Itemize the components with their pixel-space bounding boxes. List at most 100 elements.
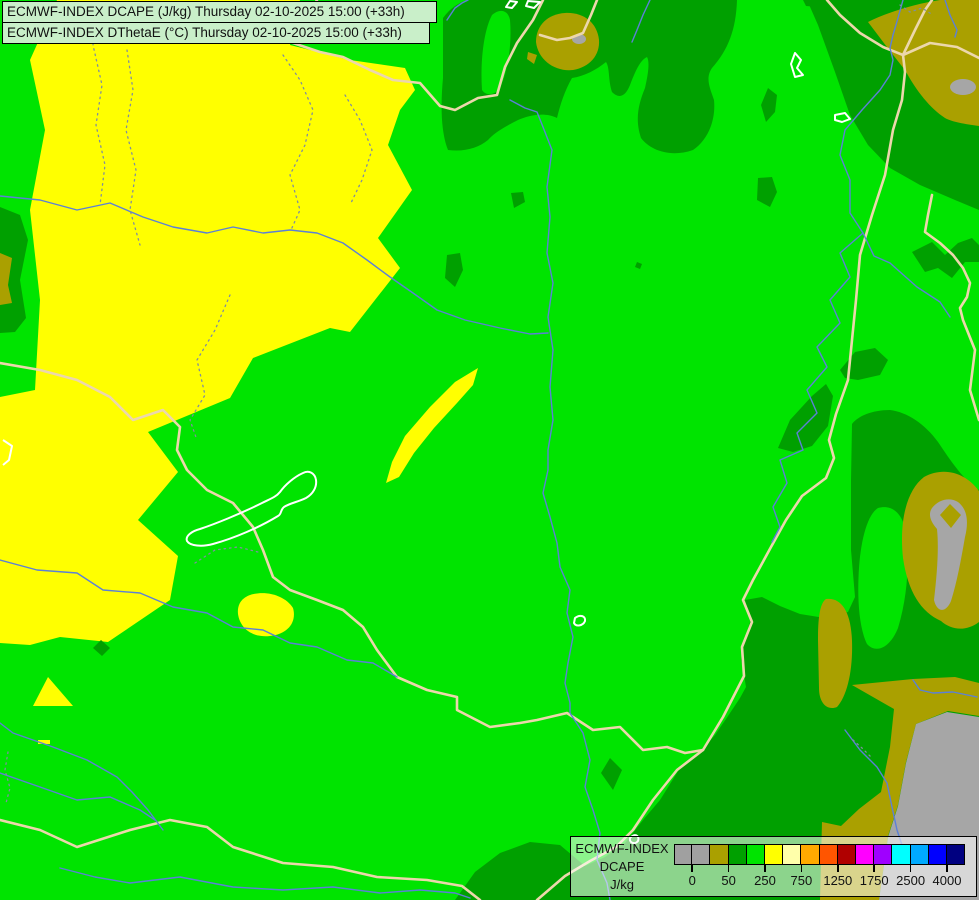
legend-tick-label: 750: [790, 873, 813, 888]
legend-swatch: [745, 844, 765, 865]
admin-dotted-line: [194, 546, 259, 564]
region-olive-diamond: [940, 504, 961, 528]
legend-tick-mark: [873, 865, 875, 872]
legend-text-block: ECMWF-INDEX DCAPE J/kg: [571, 840, 673, 894]
river-line: [0, 559, 398, 678]
region-darkgreen-patch: [840, 348, 888, 380]
region-darkgreen-patch: [93, 640, 110, 656]
legend-swatch: [855, 844, 875, 865]
legend-swatch: [800, 844, 820, 865]
legend-swatch: [909, 844, 929, 865]
river-line: [844, 729, 903, 846]
region-darkgreen-patch: [761, 88, 777, 122]
legend-tick-mark: [764, 865, 766, 872]
river-line: [912, 679, 978, 698]
legend-parameter-name: DCAPE: [599, 859, 645, 874]
map-title-dcape-text: ECMWF-INDEX DCAPE (J/kg) Thursday 02-10-…: [7, 4, 405, 19]
legend-swatch: [691, 844, 711, 865]
region-darkgreen-patch: [778, 384, 833, 452]
region-darkgreen-top-center: [441, 0, 737, 154]
legend-swatch: [727, 844, 747, 865]
lake-outline-small: [573, 614, 587, 627]
lake-outline-neusiedl: [2, 439, 13, 466]
river-line: [862, 232, 951, 318]
country-border-line: [535, 0, 907, 900]
country-border-line: [538, 0, 599, 42]
legend-swatch: [818, 844, 838, 865]
lake-outline-small: [525, 0, 541, 9]
legend-tick-label: 4000: [932, 873, 962, 888]
lake-outline-balaton: [185, 470, 318, 547]
region-darkgreen-patch: [511, 192, 525, 208]
region-gray-blob-top-right: [950, 79, 976, 95]
region-darkgreen-patch: [445, 253, 463, 287]
legend-swatch: [764, 844, 784, 865]
river-line: [0, 772, 156, 821]
region-olive-circle: [536, 12, 600, 71]
legend-units: J/kg: [610, 877, 634, 892]
legend-swatch: [873, 844, 893, 865]
country-border-line: [901, 41, 979, 60]
admin-dotted-line: [282, 54, 314, 231]
legend-tick-label: 1750: [859, 873, 889, 888]
river-line: [771, 0, 904, 543]
region-olive-top-right: [868, 0, 979, 126]
legend-tick-mark: [909, 865, 912, 872]
river-line: [509, 99, 611, 900]
river-line: [631, 0, 651, 43]
legend-tick-mark: [727, 865, 730, 872]
lake-outline-small: [790, 52, 804, 78]
region-yellow-triangle: [33, 677, 73, 706]
color-scale-legend: ECMWF-INDEX DCAPE J/kg 0 50 250 750 1250 1750…: [570, 836, 977, 897]
legend-swatch: [836, 844, 856, 865]
river-line: [59, 867, 471, 899]
region-darkgreen-patch: [601, 758, 622, 790]
admin-dotted-line: [852, 739, 872, 758]
river-line: [944, 0, 958, 38]
admin-dotted-line: [344, 94, 373, 206]
admin-dotted-line: [899, 4, 934, 16]
region-darkgreen-w-cluster: [912, 238, 979, 278]
legend-tick-label: 50: [721, 873, 736, 888]
region-yellow-crescent: [386, 368, 478, 483]
region-yellow-small-blob: [237, 593, 294, 637]
river-line: [0, 195, 549, 335]
region-olive-dot: [527, 52, 537, 64]
legend-tick-label: 1250: [823, 873, 853, 888]
region-darkgreen-patch: [635, 262, 642, 269]
admin-dotted-line: [4, 751, 11, 804]
admin-dotted-line: [125, 49, 141, 246]
region-olive-strip: [818, 598, 853, 709]
legend-model-name: ECMWF-INDEX: [575, 841, 669, 856]
map-title-dcape: ECMWF-INDEX DCAPE (J/kg) Thursday 02-10-…: [2, 1, 437, 23]
map-title-dthetae: ECMWF-INDEX DThetaE (°C) Thursday 02-10-…: [2, 22, 430, 44]
lake-outline-small: [834, 112, 851, 123]
legend-swatch: [891, 844, 911, 865]
legend-swatch: [674, 844, 693, 865]
legend-tick-mark: [837, 865, 839, 872]
legend-swatch: [946, 844, 966, 865]
region-darkgreen-southeast: [455, 410, 979, 900]
legend-swatch: [782, 844, 802, 865]
country-border-line: [0, 818, 482, 900]
lake-outline-small: [505, 0, 518, 9]
legend-tick-label: 250: [754, 873, 776, 888]
legend-swatch: [709, 844, 729, 865]
region-yellow-northwest: [0, 0, 415, 645]
legend-tick-mark: [691, 865, 693, 872]
country-border-line: [923, 193, 979, 422]
legend-tick-mark: [800, 865, 803, 872]
legend-tick-mark: [946, 865, 948, 872]
river-line: [0, 722, 164, 831]
country-border-line: [0, 361, 705, 755]
country-border-line: [288, 0, 545, 112]
region-gray-fork: [929, 499, 967, 610]
country-border-line: [901, 0, 934, 57]
map-title-dthetae-text: ECMWF-INDEX DThetaE (°C) Thursday 02-10-…: [7, 25, 402, 40]
region-bright-tongue: [858, 507, 908, 649]
legend-swatch: [927, 844, 947, 865]
